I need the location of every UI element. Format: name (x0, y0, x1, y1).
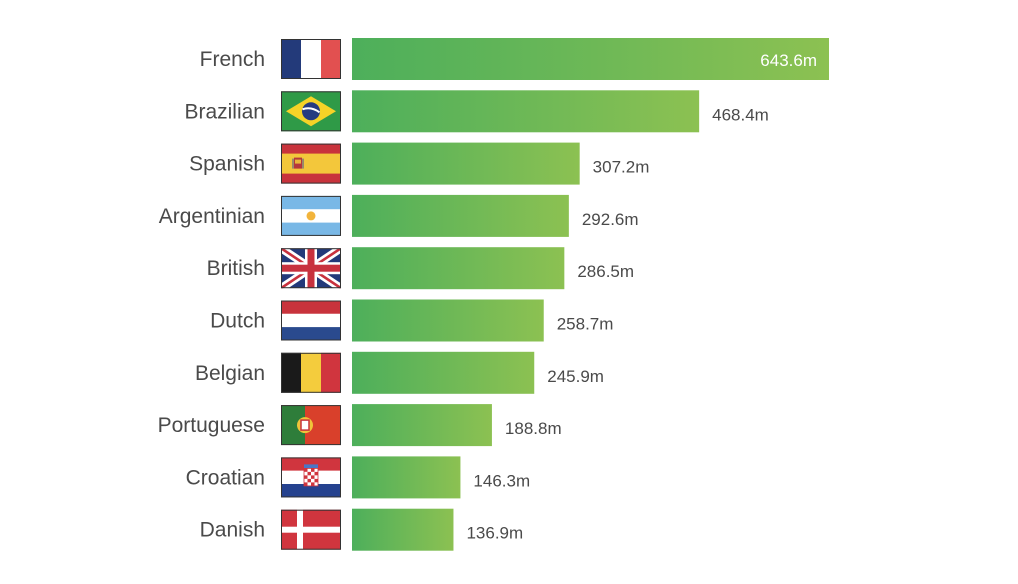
belgium-flag-icon (281, 352, 341, 393)
value-label: 136.9m (466, 524, 523, 543)
chart-row: Croatian 146.3m (186, 456, 530, 499)
bar (352, 508, 454, 551)
chart-row: Danish 136.9m (200, 508, 523, 551)
brazil-flag-icon (281, 91, 341, 132)
chart-row: British 286.5m (207, 247, 634, 290)
bar (352, 351, 535, 394)
value-label: 643.6m (760, 51, 817, 70)
bar (352, 90, 700, 133)
category-label: Danish (200, 519, 265, 542)
category-label: British (207, 257, 265, 280)
category-label: Portuguese (158, 414, 265, 437)
category-label: Brazilian (184, 100, 265, 123)
spain-flag-icon (281, 143, 341, 184)
value-label: 258.7m (557, 315, 614, 334)
value-label: 307.2m (593, 158, 650, 177)
category-label: Spanish (189, 153, 265, 176)
value-label: 188.8m (505, 419, 562, 438)
category-label: Dutch (210, 310, 265, 333)
bar (352, 38, 829, 80)
bar (352, 247, 565, 290)
category-label: French (200, 48, 265, 71)
uk-flag-icon (281, 248, 341, 289)
france-flag-icon (281, 39, 341, 79)
value-label: 292.6m (582, 210, 639, 229)
value-label: 468.4m (712, 105, 769, 124)
chart-row: Brazilian 468.4m (184, 90, 769, 133)
category-label: Belgian (195, 362, 265, 385)
value-label: 286.5m (577, 262, 634, 281)
category-label: Croatian (186, 466, 265, 489)
chart-row: Portuguese 188.8m (158, 404, 562, 447)
netherlands-flag-icon (281, 300, 341, 341)
chart-row: Argentinian 292.6m (159, 194, 639, 237)
chart-row: Belgian 245.9m (195, 351, 604, 394)
argentina-flag-icon (281, 195, 341, 236)
portugal-flag-icon (281, 405, 341, 446)
category-label: Argentinian (159, 205, 265, 228)
bar (352, 142, 580, 185)
chart-rows: French 643.6m Brazilian 468.4m Spanish 307.2m… (158, 38, 829, 551)
value-label: 146.3m (473, 471, 530, 490)
croatia-flag-icon (281, 457, 341, 498)
value-label: 245.9m (547, 367, 604, 386)
bar (352, 404, 492, 447)
chart-row: French 643.6m (200, 38, 829, 80)
bar (352, 456, 461, 499)
bar (352, 299, 544, 342)
chart-row: Spanish 307.2m (189, 142, 650, 185)
chart-row: Dutch 258.7m (210, 299, 614, 342)
denmark-flag-icon (281, 509, 341, 550)
bar (352, 194, 569, 237)
